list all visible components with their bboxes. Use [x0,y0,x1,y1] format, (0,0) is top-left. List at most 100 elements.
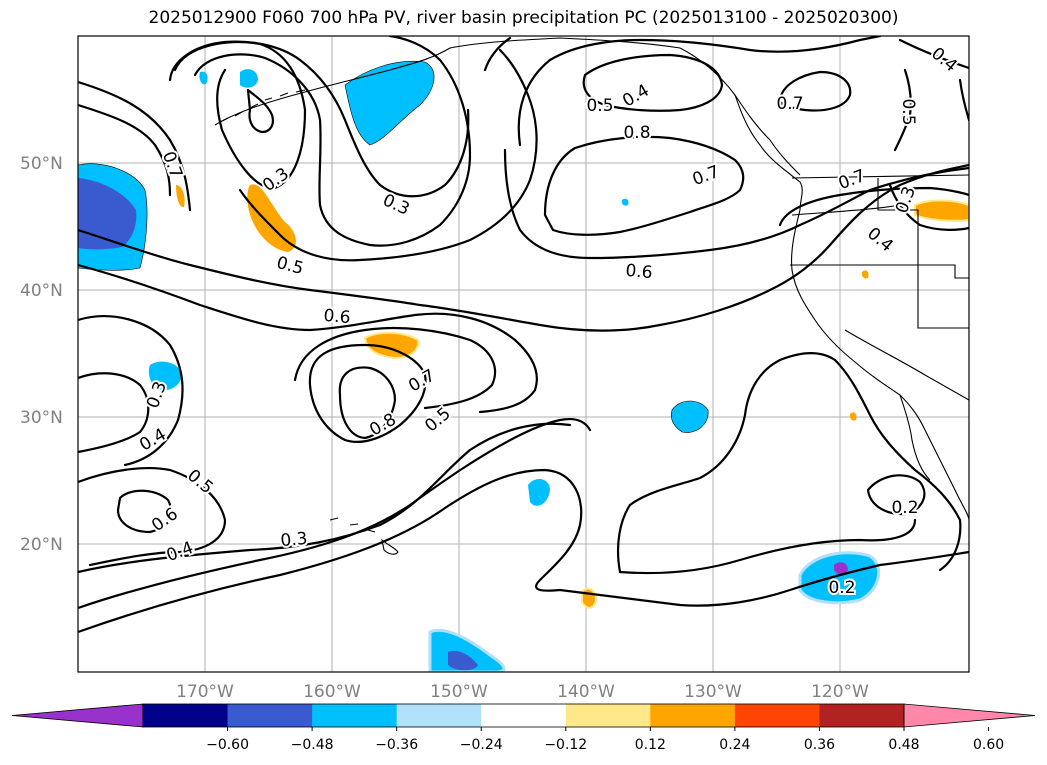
precip-pc-shading [78,60,969,672]
contour-q [78,417,592,610]
shade-tiny-orange-5 [861,270,869,279]
contour-g [78,163,969,332]
contour-h [78,263,538,414]
contour-label: 0.5 [586,96,613,116]
contour-r [78,468,583,634]
contour-t [616,352,962,574]
contour-n [78,467,227,567]
colorbar-border [142,703,905,728]
contour-label: 0.8 [623,123,650,143]
colorbar-tick-label: 0.36 [804,737,835,753]
colorbar-segment [565,704,651,727]
state-line-4 [844,329,969,401]
shade-east-orange [914,199,969,222]
lon-label-130w: 130°W [684,682,742,702]
pv-contours [78,36,969,634]
contour-u [618,518,917,575]
colorbar: −0.60 −0.48 −0.36 −0.24 −0.12 0.12 0.24 0.36 0.4… [11,703,1036,753]
lon-label-160w: 160°W [303,682,361,702]
alaska-coast [214,37,801,176]
contour-d [193,36,472,247]
contour-hh [246,88,274,134]
colorbar-tick-label: −0.12 [544,737,587,753]
contour-y [517,36,882,147]
shade-sw-purple [834,562,848,575]
contour-s [558,550,969,607]
colorbar-extend-high [903,703,1036,728]
colorbar-segment [227,704,313,727]
contour-f [238,48,538,262]
state-line-2 [790,264,969,279]
shade-orange-2 [176,185,185,208]
shade-small-blue-5 [528,478,550,506]
colorbar-tick-label: 0.12 [635,737,666,753]
colorbar-segment [819,704,905,727]
contour-label: 0.3 [280,529,309,551]
contour-o [116,489,172,534]
shade-tiny-orange-6 [849,412,857,421]
colorbar-segment [650,704,736,727]
shade-small-orange-4 [581,587,598,609]
shade-sw-blue [798,551,881,605]
colorbar-segment [396,704,482,727]
shade-tiny-blue-6 [621,198,629,206]
contour-label: 0.2 [828,578,855,598]
colorbar-tick-label: −0.36 [375,737,418,753]
contour-label: 0.2 [891,498,918,518]
lat-label-40n: 40°N [20,281,63,301]
longitude-labels: 170°W 160°W 150°W 140°W 130°W 120°W [176,682,869,702]
coastlines [214,37,969,555]
colorbar-extend-low [11,703,144,728]
contour-cc [778,186,969,227]
contour-b [78,103,172,197]
hawaii-islands [329,517,399,555]
contour-dd [888,183,969,231]
shade-orange-3 [363,332,420,360]
contour-label: 0.5 [898,98,918,125]
shade-small-blue-4 [671,400,709,433]
shade-orange-1 [247,184,296,252]
colorbar-tick-label: −0.60 [206,737,249,753]
shade-small-blue-2 [199,71,208,85]
shade-small-blue-3 [148,361,182,391]
contour-ee [898,38,969,70]
contour-v [866,474,926,516]
shade-south-darkblue [448,650,478,671]
lon-label-140w: 140°W [557,682,615,702]
colorbar-tick-label: −0.48 [291,737,334,753]
plot-frame [77,35,970,673]
contour-label: 0.6 [323,306,352,328]
contour-p [78,422,572,574]
colorbar-segment [481,704,567,727]
contour-x [582,53,724,112]
contour-m [78,372,150,454]
colorbar-tick-label: 0.60 [973,737,1004,753]
bc-coast [734,94,803,211]
colorbar-tick-label: 0.24 [719,737,750,753]
contour-w [543,135,745,236]
contour-aa [483,36,512,72]
colorbar-segment [143,704,229,727]
lon-label-120w: 120°W [811,682,869,702]
shade-small-blue-1 [240,69,258,88]
contour-label: 0.7 [776,94,803,114]
aleutian-dots [219,89,306,123]
contour-i [293,326,497,410]
contour-a [78,80,192,212]
us-border [791,174,969,179]
lat-label-20n: 20°N [20,535,63,555]
map-title: 2025012900 F060 700 hPa PV, river basin … [148,8,899,28]
colorbar-tick-label: −0.24 [460,737,503,753]
shade-west-darkblue [78,178,137,250]
contour-gg [958,78,969,122]
contour-j [338,366,397,440]
shade-aleutian-blue [344,60,435,146]
colorbar-segment [734,704,820,727]
baja-coast [899,394,931,481]
state-line-1 [791,204,901,216]
latitude-labels: 50°N 40°N 30°N 20°N [20,154,63,555]
contour-bb [778,70,852,112]
colorbar-segment [312,704,398,727]
lon-label-170w: 170°W [176,682,234,702]
